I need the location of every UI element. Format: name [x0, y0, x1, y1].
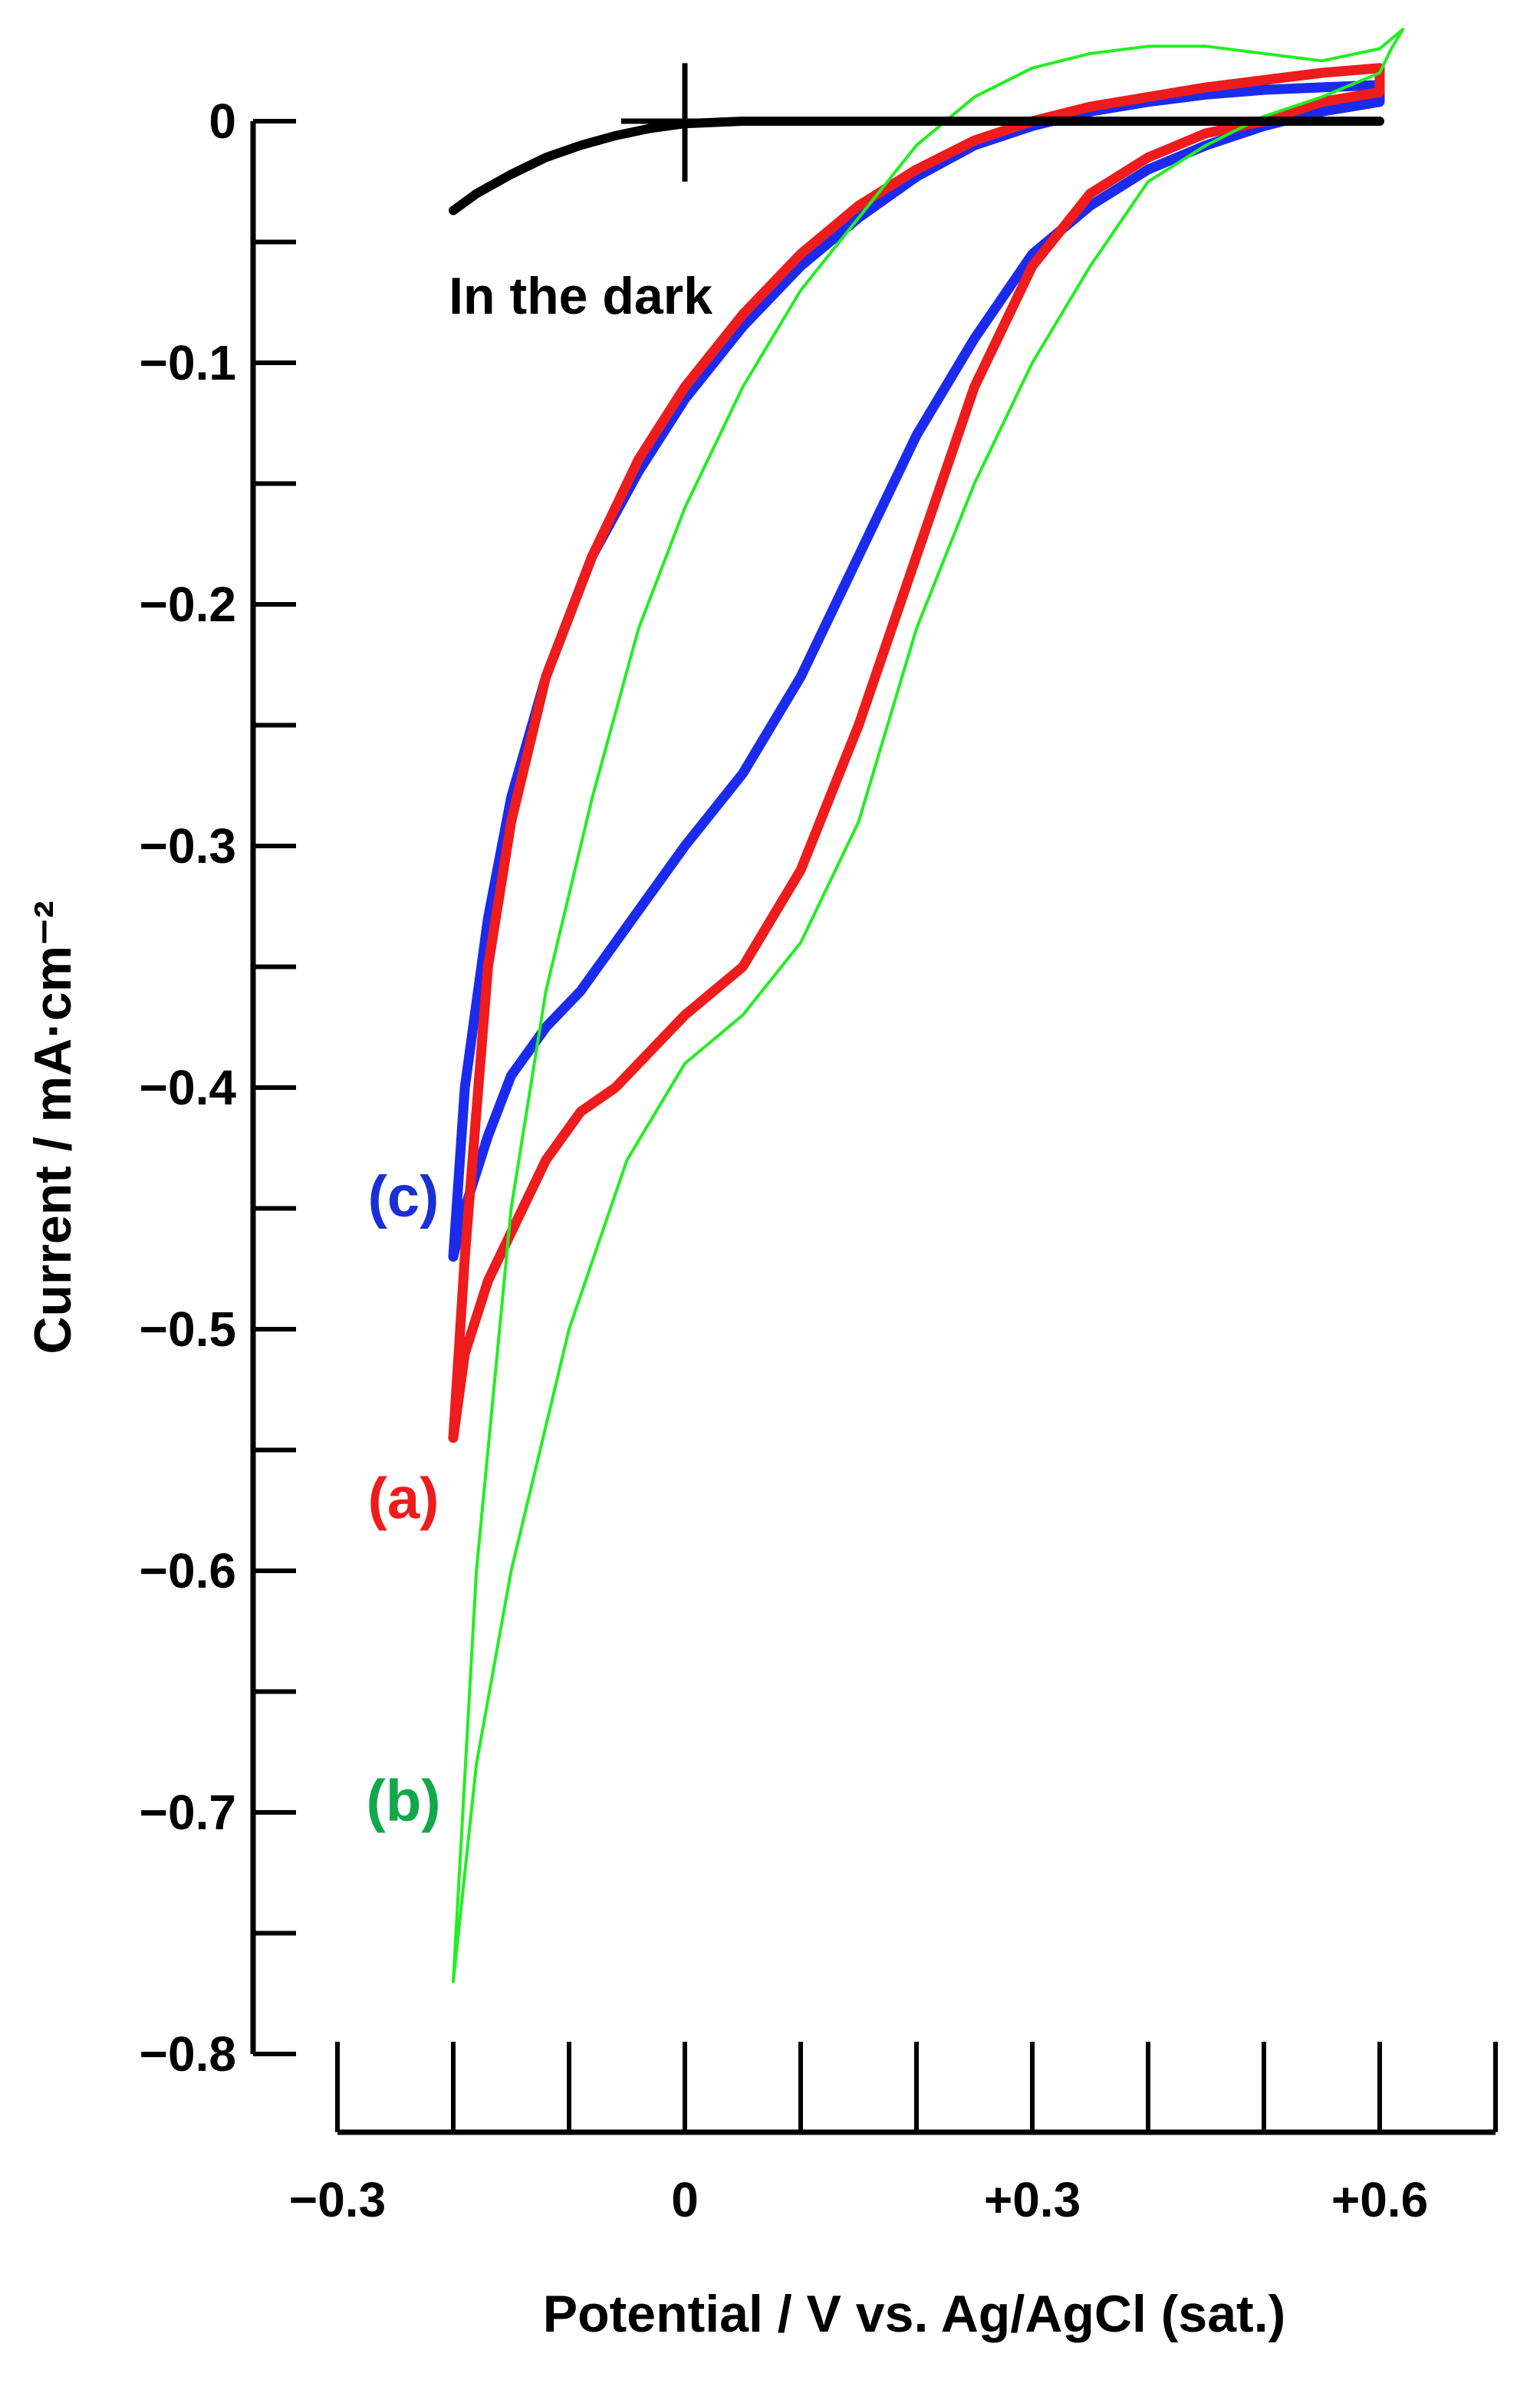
series-a	[448, 63, 1385, 1443]
x-axis-title: Potential / V vs. Ag/AgCl (sat.)	[543, 2285, 1286, 2343]
series-label-a: (a)	[368, 1466, 439, 1532]
x-tick-label: −0.3	[289, 2172, 386, 2227]
y-axis-title: Current / mA·cm⁻²	[24, 900, 82, 1354]
y-tick-label: −0.2	[140, 577, 236, 632]
x-tick-label: +0.3	[984, 2172, 1081, 2227]
series-b	[452, 28, 1405, 1983]
labels: (a) (b) (c) In the dark	[367, 267, 713, 1833]
x-tick-label: +0.6	[1331, 2172, 1428, 2227]
annotation-dark: In the dark	[449, 267, 712, 325]
y-axis: 0 −0.1 −0.2 −0.3 −0.4 −0.5 −0.6 −0.7 −0.8	[140, 94, 296, 2082]
y-tick-label: −0.8	[140, 2026, 236, 2082]
series-label-c: (c)	[368, 1164, 439, 1229]
x-axis: −0.3 0 +0.3 +0.6	[289, 2042, 1498, 2227]
y-tick-label: −0.1	[140, 335, 236, 390]
x-tick-label: 0	[671, 2172, 699, 2227]
plot-series	[448, 28, 1405, 1983]
series-label-b: (b)	[367, 1768, 441, 1833]
y-tick-label: −0.3	[140, 818, 236, 874]
y-tick-label: −0.7	[140, 1785, 236, 1840]
y-tick-label: −0.5	[140, 1302, 236, 1357]
y-tick-label: −0.6	[140, 1543, 236, 1598]
series-c	[448, 80, 1385, 1262]
y-tick-label: 0	[209, 94, 236, 149]
y-tick-label: −0.4	[140, 1060, 237, 1115]
